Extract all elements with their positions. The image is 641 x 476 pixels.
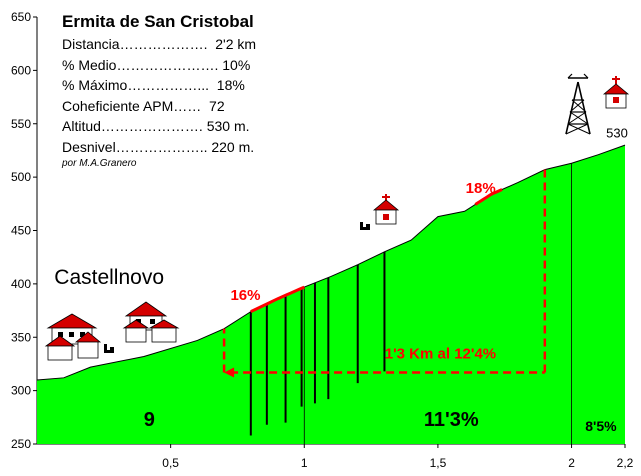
y-tick-label: 600: [11, 63, 31, 77]
antenna-tower-icon: [565, 73, 591, 135]
village-houses-icon: [44, 301, 180, 361]
profile-area: [37, 145, 625, 444]
y-tick-label: 650: [11, 10, 31, 24]
section-label-middle: 11'3%: [424, 409, 479, 431]
info-row-max-grade: % Máximo……………... 18%: [62, 77, 245, 93]
summit-altitude-label: 530: [606, 126, 628, 141]
info-row-altitude: Altitud…………………. 530 m.: [62, 118, 250, 134]
profile-layer: [36, 144, 626, 444]
info-row-elevation-gain: Desnivel……………….. 220 m.: [62, 138, 255, 155]
info-row-apm-coefficient: Coheficiente APM…… 72: [62, 97, 225, 114]
steep-segment: [474, 188, 503, 206]
summit-chapel-icon: [602, 76, 630, 109]
x-tick-label: 2: [568, 456, 575, 470]
section-label-end: 8'5%: [585, 418, 617, 434]
y-tick-label: 450: [11, 224, 31, 238]
x-tick-label: 1,5: [430, 456, 447, 470]
y-tick-label: 350: [11, 330, 31, 344]
route-title: Ermita de San Cristobal: [62, 12, 254, 31]
section-label-start: 9: [144, 409, 155, 431]
info-row-distance: Distancia………………. 2'2 km: [62, 36, 257, 52]
x-tick-label: 0,5: [162, 456, 179, 470]
bracket-label: 1'3 Km al 12'4%: [385, 345, 496, 362]
grade-label-16: 16%: [230, 287, 260, 304]
y-tick-label: 300: [11, 384, 31, 398]
bracket-arrowhead: [224, 367, 235, 378]
steep-segment: [250, 285, 305, 313]
hermitage-icon: [360, 194, 400, 230]
start-town-label: Castellnovo: [54, 266, 164, 289]
grade-label-18: 18%: [466, 180, 496, 197]
x-tick-label: 2,2: [617, 456, 634, 470]
y-tick-label: 550: [11, 117, 31, 131]
y-tick-label: 400: [11, 277, 31, 291]
y-tick-label: 500: [11, 170, 31, 184]
route-info-box: Ermita de San Cristobal Distancia……………….…: [62, 12, 256, 170]
route-author: por M.A.Granero: [62, 158, 137, 169]
x-tick-label: 1: [301, 456, 308, 470]
y-tick-label: 250: [11, 437, 31, 451]
marks-layer: 1'3 Km al 12'4% 16% 18% 9 11'3% 8'5% Castellno…: [54, 126, 628, 444]
info-row-average-grade: % Medio…………………. 10%: [62, 56, 251, 73]
